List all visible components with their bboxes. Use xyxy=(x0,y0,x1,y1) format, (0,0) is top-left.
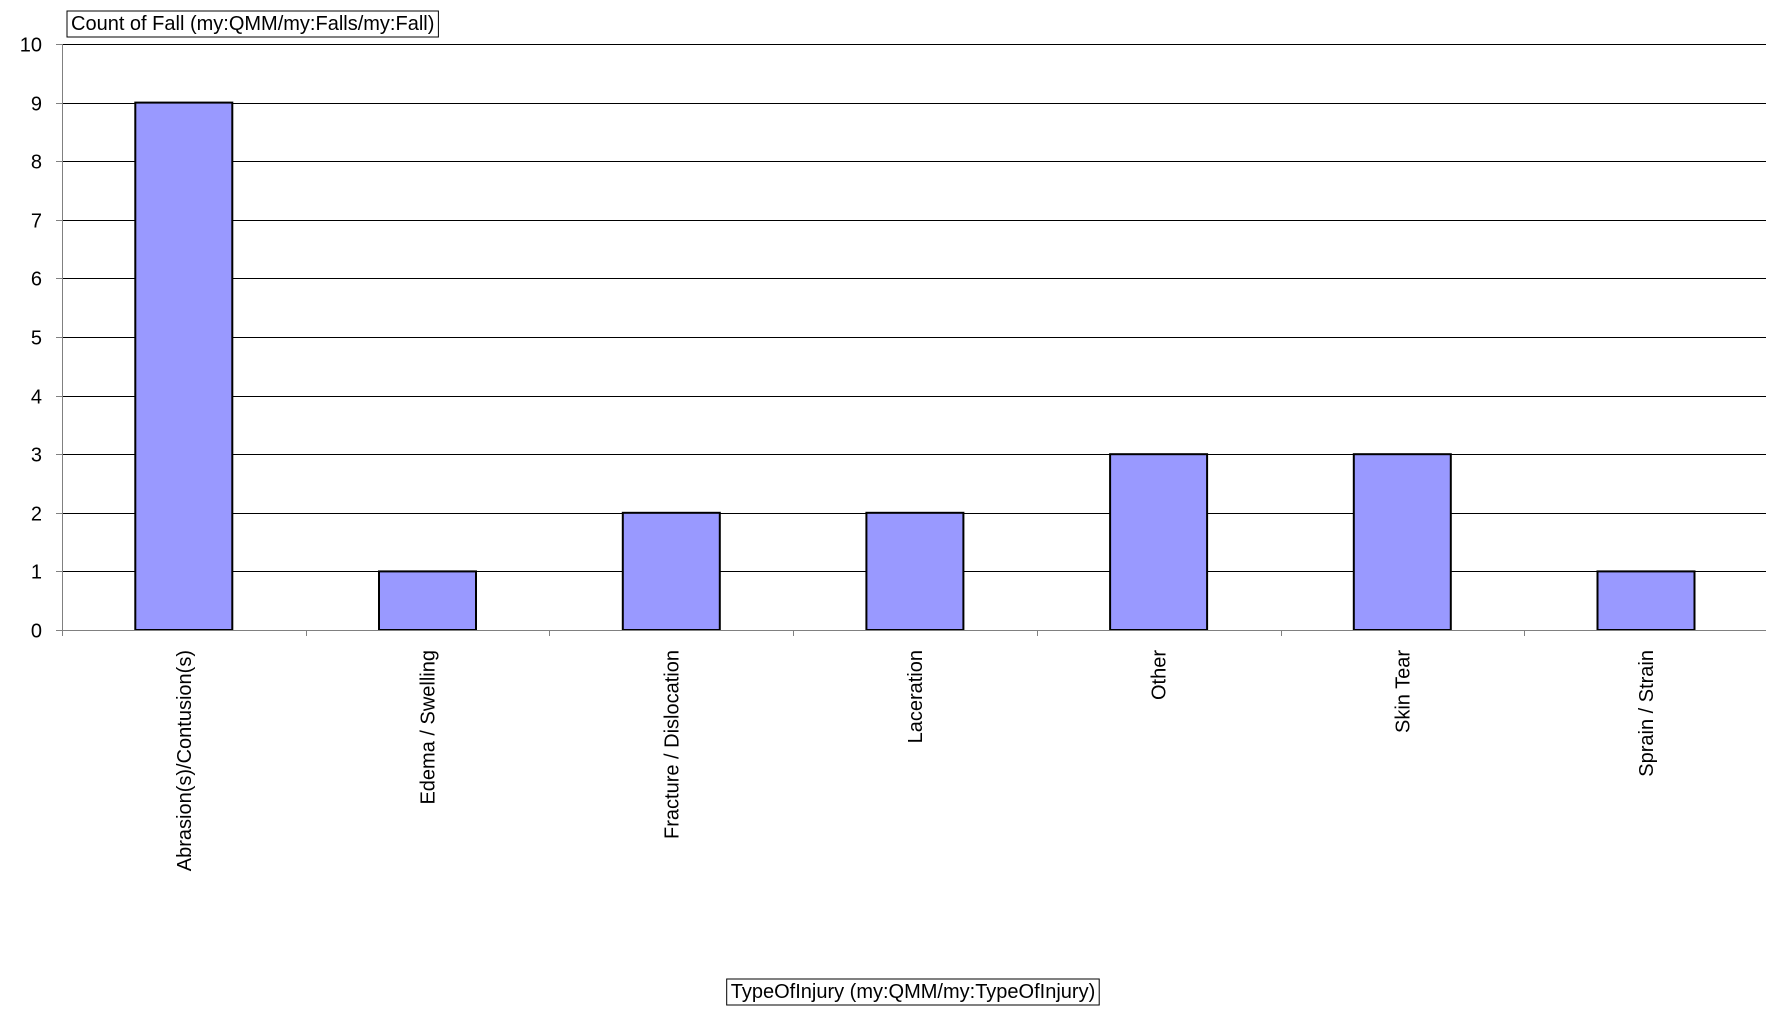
y-tick-label: 9 xyxy=(31,94,42,116)
bar xyxy=(621,511,721,631)
bars xyxy=(134,101,1696,632)
y-tick-label: 0 xyxy=(31,621,42,643)
x-category-label: Sprain / Strain xyxy=(1636,650,1658,777)
y-tick-label: 7 xyxy=(31,211,42,233)
x-category-label: Abrasion(s)/Contusion(s) xyxy=(174,650,196,871)
y-tick-label: 10 xyxy=(20,35,42,57)
y-tick-label: 4 xyxy=(31,387,42,409)
x-category-label: Laceration xyxy=(905,650,927,743)
y-tick-label: 1 xyxy=(31,562,42,584)
y-tick-label: 6 xyxy=(31,269,42,291)
y-tick-labels: 0 1 2 3 4 5 6 7 8 9 10 xyxy=(20,35,42,643)
y-tick-label: 8 xyxy=(31,152,42,174)
bar xyxy=(1352,453,1452,632)
y-tick-label: 2 xyxy=(31,504,42,526)
x-category-label: Other xyxy=(1149,650,1171,700)
axes xyxy=(56,44,1766,636)
x-axis-title-box xyxy=(726,978,1100,1006)
x-category-label: Fracture / Dislocation xyxy=(661,650,683,839)
y-axis-title: Count of Fall (my:QMM/my:Falls/my:Fall) xyxy=(66,10,439,38)
y-tick-label: 3 xyxy=(31,445,42,467)
y-axis-title-box xyxy=(66,10,439,38)
bar xyxy=(1596,570,1696,632)
x-category-labels: Abrasion(s)/Contusion(s) Edema / Swelling… xyxy=(174,650,1658,872)
bar xyxy=(134,101,234,632)
y-axis-title-text: Count of Fall (my:QMM/my:Falls/my:Fall) xyxy=(71,13,434,35)
x-category-label: Skin Tear xyxy=(1392,650,1414,733)
x-category-label: Edema / Swelling xyxy=(418,650,440,805)
bar xyxy=(378,570,477,632)
x-axis-title: TypeOfInjury (my:QMM/my:TypeOfInjury) xyxy=(726,978,1100,1006)
bar xyxy=(1109,453,1209,632)
y-tick-label: 5 xyxy=(31,328,42,350)
gridlines xyxy=(62,44,1766,572)
x-axis-title-text: TypeOfInjury (my:QMM/my:TypeOfInjury) xyxy=(731,981,1096,1003)
bar xyxy=(865,511,965,631)
